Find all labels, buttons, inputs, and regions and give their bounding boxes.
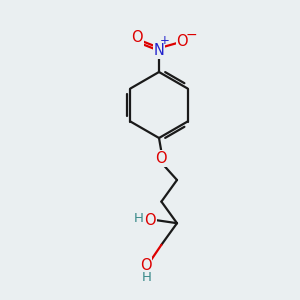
Text: +: +: [160, 34, 170, 47]
Text: H: H: [142, 271, 151, 284]
Text: N: N: [154, 43, 164, 58]
Text: H: H: [134, 212, 143, 225]
Text: O: O: [156, 151, 167, 166]
Text: O: O: [132, 30, 143, 45]
Text: −: −: [186, 28, 197, 42]
Text: O: O: [144, 213, 156, 228]
Text: O: O: [140, 258, 152, 273]
Text: O: O: [177, 34, 188, 49]
